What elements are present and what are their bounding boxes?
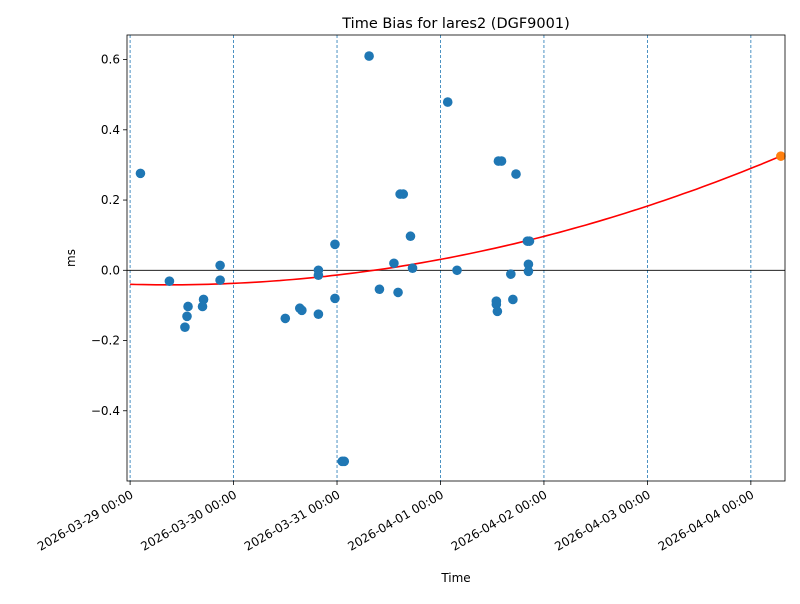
data-point	[511, 169, 521, 179]
data-point	[496, 156, 507, 166]
data-point	[405, 231, 416, 242]
data-point	[197, 301, 208, 312]
x-tick-label: 2026-03-31 00:00	[242, 487, 343, 553]
data-point	[523, 266, 534, 277]
data-point	[198, 294, 209, 305]
x-tick-label: 2026-04-03 00:00	[552, 487, 653, 553]
data-point	[215, 260, 225, 271]
data-point	[330, 293, 340, 304]
data-point	[313, 270, 324, 281]
fit-curve	[130, 155, 782, 286]
data-point	[452, 265, 462, 276]
data-point	[398, 189, 409, 199]
data-point	[506, 269, 516, 279]
y-tick-label: 0.6	[101, 53, 120, 67]
data-point	[180, 322, 190, 332]
x-tick-label: 2026-03-29 00:00	[35, 487, 136, 553]
y-tick-label: 0.4	[101, 123, 120, 137]
data-point	[280, 313, 291, 324]
x-tick-label: 2026-04-01 00:00	[345, 487, 446, 553]
data-point	[523, 259, 534, 270]
data-point	[508, 294, 518, 305]
data-point	[330, 239, 340, 250]
data-point	[492, 306, 503, 317]
data-point	[374, 284, 385, 295]
data-point	[297, 305, 307, 316]
x-axis-label: Time	[440, 571, 470, 585]
data-point	[215, 275, 225, 285]
y-tick-label: −0.2	[91, 334, 120, 348]
data-point	[339, 456, 350, 467]
prediction-point	[776, 151, 786, 161]
y-tick-label: 0.0	[101, 263, 120, 277]
data-point	[364, 51, 374, 61]
data-point	[491, 299, 502, 310]
data-point	[389, 258, 399, 269]
data-point	[164, 276, 175, 286]
chart-title: Time Bias for lares2 (DGF9001)	[341, 16, 570, 32]
data-point	[442, 97, 453, 107]
data-point	[135, 168, 146, 179]
x-tick-label: 2026-03-30 00:00	[138, 487, 239, 553]
data-point	[313, 309, 324, 319]
plot-frame	[126, 34, 786, 482]
data-point	[393, 287, 403, 298]
x-tick-label: 2026-04-04 00:00	[656, 487, 757, 553]
data-point	[182, 311, 192, 322]
y-tick-label: −0.4	[91, 404, 120, 418]
data-point	[183, 301, 193, 312]
y-tick-label: 0.2	[101, 193, 120, 207]
data-point	[524, 236, 535, 246]
x-tick-label: 2026-04-02 00:00	[449, 487, 550, 553]
y-axis-label: ms	[64, 249, 78, 267]
data-point	[407, 263, 418, 273]
